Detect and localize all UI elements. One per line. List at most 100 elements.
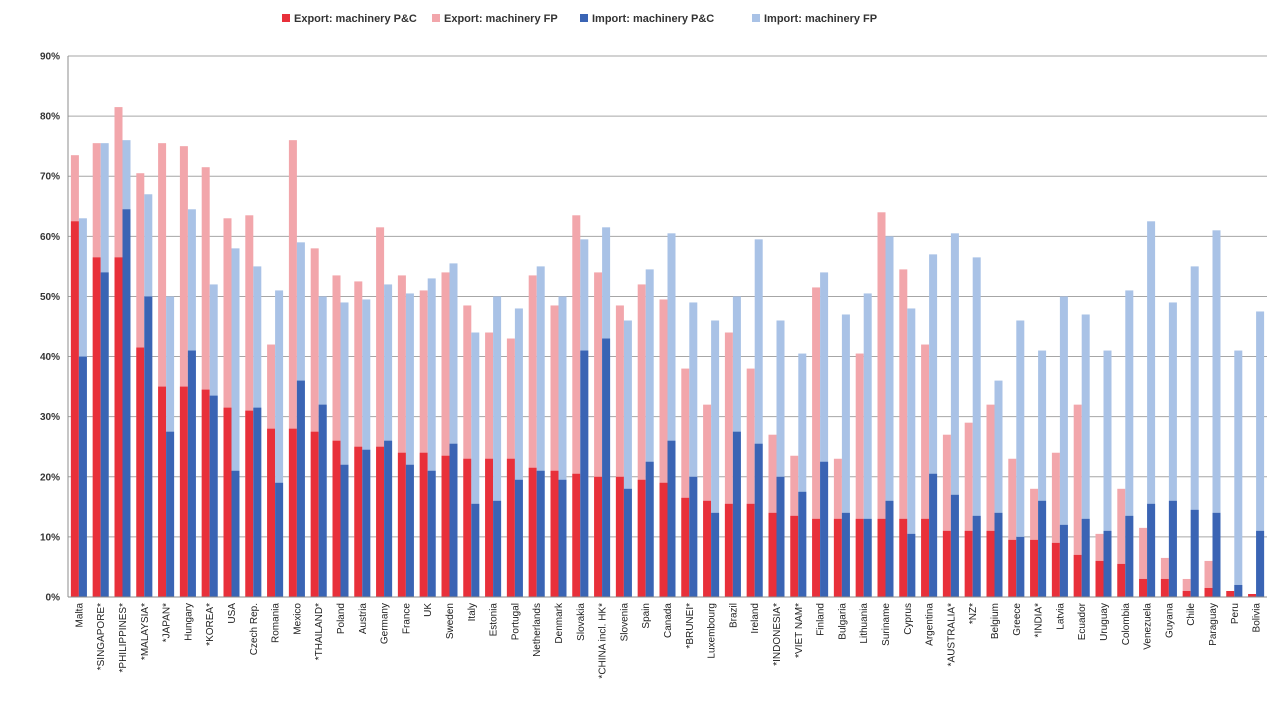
bar-export-fp [921, 344, 930, 597]
bar-export-fp [1008, 458, 1017, 597]
chart-legend: Export: machinery P&C Export: machinery F… [282, 13, 877, 25]
bar-group-cyprus [899, 269, 916, 597]
bar-export-pc [899, 518, 908, 597]
bar-group-uk [419, 278, 436, 597]
bar-import-fp [1168, 302, 1177, 597]
x-axis: Malta *SINGAPORE* *PHILIPPINES* *MALAYSIA* *… [68, 596, 1267, 679]
bar-export-fp [1051, 452, 1060, 597]
x-tick-label: Mexico [292, 603, 303, 635]
legend-item-export-fp: Export: machinery FP [432, 13, 558, 25]
bar-group-portugal [506, 308, 523, 597]
bar-export-fp [1117, 488, 1126, 597]
bar-export-fp [594, 272, 603, 597]
bar-export-pc [659, 482, 668, 597]
bar-import-pc [384, 440, 393, 597]
bar-export-pc [354, 446, 363, 597]
bar-group-finland [812, 272, 829, 597]
bar-group-germany [376, 227, 393, 598]
bar-import-pc [536, 470, 545, 597]
x-tick-label: Cyprus [903, 603, 914, 635]
bar-export-pc [419, 452, 428, 597]
bar-export-fp [419, 290, 428, 597]
bar-export-fp [703, 404, 712, 597]
bar-import-pc [798, 491, 807, 597]
bar-export-fp [397, 275, 406, 597]
bar-import-pc [231, 470, 240, 597]
x-tick-label: Estonia [489, 603, 500, 637]
bar-group-guyana [1160, 302, 1177, 597]
bar-import-fp [907, 308, 916, 597]
bar-import-pc [645, 461, 654, 597]
bar-export-fp [615, 305, 624, 597]
bar-export-fp [1182, 578, 1191, 597]
bar-import-pc [362, 449, 371, 597]
x-tick-label: *BRUNEI* [685, 603, 696, 649]
bar-export-pc [1051, 542, 1060, 597]
bar-import-fp [776, 320, 785, 597]
x-tick-label: Argentina [925, 603, 936, 646]
bar-group-malaysia [136, 173, 153, 597]
bar-import-pc [929, 473, 938, 597]
bar-import-fp [275, 290, 284, 597]
y-tick-label: 70% [40, 172, 60, 183]
bar-import-fp [231, 248, 240, 597]
bar-group-philippines [114, 107, 131, 598]
bar-import-pc [972, 515, 981, 597]
bar-import-fp [493, 296, 502, 597]
bar-export-fp [899, 269, 908, 597]
bar-import-fp [645, 269, 654, 597]
x-tick-label: *KOREA* [205, 603, 216, 646]
bar-import-pc [405, 464, 414, 597]
bar-import-fp [972, 257, 981, 597]
bar-export-pc [1226, 590, 1235, 597]
bar-import-pc [144, 296, 153, 597]
bar-group-poland [332, 275, 349, 597]
bar-export-pc [1095, 560, 1104, 597]
bar-export-pc [921, 518, 930, 597]
bar-group-brunei [681, 302, 698, 597]
x-tick-label: Sweden [445, 603, 456, 639]
bar-import-pc [514, 479, 523, 597]
bar-group-hungary [179, 146, 196, 598]
bar-export-pc [397, 452, 406, 597]
bar-group-luxembourg [703, 320, 720, 597]
bar-import-fp [1212, 230, 1221, 598]
bar-export-fp [1160, 557, 1169, 597]
bar-import-pc [950, 494, 959, 597]
bar-export-pc [812, 518, 821, 597]
bar-export-fp [746, 368, 755, 597]
bar-import-pc [253, 407, 262, 597]
bar-import-pc [100, 272, 109, 597]
bar-export-pc [158, 386, 167, 597]
bar-group-brazil [724, 296, 741, 597]
bar-export-pc [964, 530, 973, 597]
bar-export-fp [986, 404, 995, 597]
bar-group-japan [158, 143, 175, 597]
bar-export-pc [376, 446, 385, 597]
bar-group-singapore [92, 143, 109, 597]
bar-import-pc [493, 500, 502, 597]
bar-import-fp [623, 320, 632, 597]
x-tick-label: Slovakia [576, 603, 587, 641]
x-tick-label: USA [227, 603, 238, 624]
bar-export-fp [942, 434, 951, 597]
bar-group-sweden [441, 263, 458, 597]
bar-import-fp [841, 314, 850, 597]
y-tick-label: 30% [40, 412, 60, 423]
bar-group-india [1030, 350, 1047, 597]
x-tick-label: Suriname [881, 603, 892, 646]
bar-import-pc [1103, 530, 1112, 597]
bar-import-pc [1190, 509, 1199, 597]
y-axis: 0% 10% 20% 30% 40% 50% 60% 70% 80% 90% [40, 52, 69, 604]
bar-import-fp [885, 236, 894, 598]
bar-group-thailand [310, 248, 327, 597]
bar-group-australia [942, 233, 959, 598]
bar-export-pc [1139, 578, 1148, 597]
bar-export-pc [310, 431, 319, 597]
bar-import-fp [514, 308, 523, 597]
bar-export-pc [528, 467, 537, 597]
bar-import-pc [623, 488, 632, 597]
bar-import-pc [1038, 500, 1047, 597]
bar-import-fp [1190, 266, 1199, 597]
